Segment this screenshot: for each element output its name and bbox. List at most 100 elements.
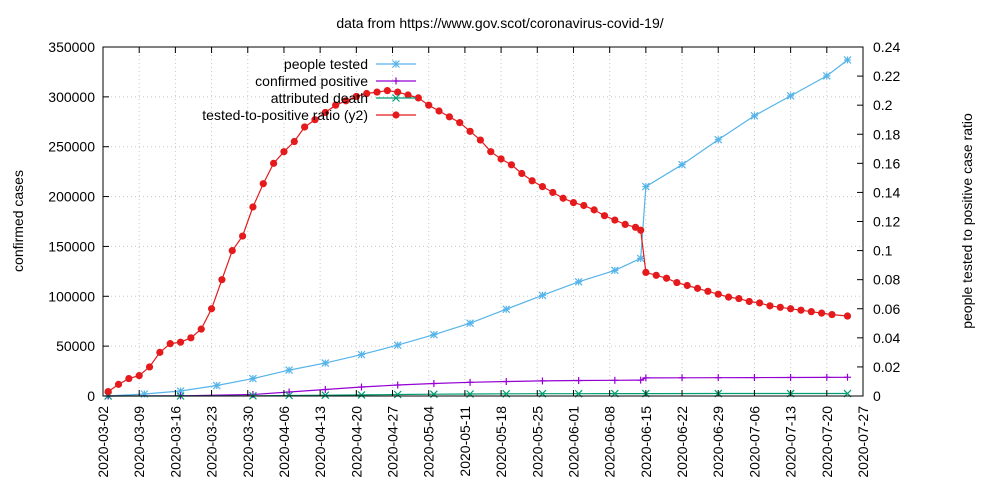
- legend-label: tested-to-positive ratio (y2): [202, 107, 368, 123]
- y-tick-label: 300000: [48, 89, 95, 105]
- data-point: [673, 278, 681, 287]
- data-point: [823, 373, 831, 381]
- data-point: [642, 268, 650, 276]
- data-point: [285, 366, 294, 374]
- data-point: [466, 378, 474, 386]
- x-tick-label: 2020-03-23: [204, 406, 220, 478]
- y2-tick-label: 0.08: [873, 272, 900, 288]
- data-point: [125, 374, 133, 383]
- data-point: [373, 88, 381, 96]
- x-tick-label: 2020-06-22: [674, 406, 690, 478]
- data-point: [745, 297, 753, 306]
- data-point: [807, 308, 815, 316]
- data-point: [678, 160, 686, 169]
- data-point: [818, 309, 826, 317]
- data-point: [166, 340, 174, 348]
- data-point: [135, 372, 143, 380]
- y-tick-label: 350000: [48, 39, 95, 55]
- data-point: [414, 94, 422, 102]
- data-point: [683, 281, 691, 290]
- data-point: [285, 388, 293, 396]
- x-tick-label: 2020-06-15: [638, 406, 654, 478]
- y2-tick-label: 0.14: [873, 184, 900, 200]
- data-point: [822, 71, 831, 80]
- data-point: [238, 232, 247, 240]
- data-point: [404, 91, 412, 99]
- y-tick-label: 0: [87, 388, 95, 404]
- y2-tick-label: 0.16: [873, 155, 900, 171]
- data-point: [704, 287, 712, 295]
- data-point: [394, 381, 402, 389]
- data-point: [600, 212, 609, 220]
- data-point: [776, 303, 784, 311]
- x-tick-label: 2020-07-13: [783, 406, 799, 478]
- data-point: [114, 380, 123, 388]
- data-point: [735, 294, 743, 303]
- data-point: [843, 373, 851, 381]
- data-point: [843, 56, 852, 64]
- y-tick-label: 50000: [56, 338, 95, 354]
- data-point: [357, 350, 366, 359]
- x-tick-label: 2020-03-30: [240, 406, 256, 478]
- legend-label: people tested: [284, 56, 368, 72]
- data-point: [187, 334, 195, 342]
- plot-frame: [102, 46, 864, 397]
- x-tick-label: 2020-04-13: [312, 406, 328, 478]
- data-point: [249, 374, 257, 383]
- data-point: [787, 373, 795, 381]
- data-point: [249, 391, 257, 399]
- data-point: [363, 89, 371, 98]
- data-point: [610, 266, 619, 275]
- data-point: [678, 374, 686, 382]
- y2-tick-label: 0.18: [873, 126, 900, 142]
- data-point: [466, 319, 474, 328]
- data-point: [429, 330, 438, 339]
- data-point: [538, 291, 547, 300]
- data-point: [358, 383, 366, 391]
- data-point: [218, 276, 226, 284]
- data-point: [755, 299, 764, 307]
- x-tick-label: 2020-07-06: [746, 406, 762, 478]
- data-point: [212, 381, 221, 390]
- data-point: [476, 136, 485, 144]
- data-point: [611, 376, 619, 384]
- data-point: [507, 161, 516, 169]
- y2-tick-label: 0.04: [873, 330, 900, 346]
- legend-label: attributed death: [271, 90, 368, 106]
- data-point: [156, 348, 164, 356]
- legend-marker: [392, 111, 400, 119]
- data-point: [228, 246, 236, 255]
- x-tick-label: 2020-03-02: [95, 406, 111, 478]
- data-point: [321, 108, 329, 117]
- x-tick-label: 2020-05-04: [421, 406, 437, 478]
- data-point: [652, 271, 660, 279]
- data-point: [637, 226, 645, 234]
- chart-title: data from https://www.gov.scot/coronavir…: [336, 15, 663, 31]
- data-point: [693, 284, 702, 292]
- data-point: [394, 88, 402, 96]
- data-point: [259, 180, 267, 188]
- x-tick-label: 2020-06-01: [565, 406, 581, 478]
- x-tick-label: 2020-05-25: [529, 406, 545, 478]
- data-point: [145, 363, 154, 371]
- data-point: [487, 148, 495, 156]
- data-point: [445, 113, 453, 121]
- data-point: [383, 87, 391, 95]
- data-point: [321, 386, 329, 394]
- data-point: [750, 111, 759, 120]
- data-point: [590, 206, 598, 214]
- y2-tick-label: 0.12: [873, 214, 900, 230]
- data-point: [280, 148, 288, 156]
- data-point: [311, 116, 319, 124]
- data-point: [611, 216, 619, 224]
- data-point: [549, 188, 557, 197]
- series-3: [104, 87, 852, 396]
- series-1: [104, 373, 851, 400]
- legend-marker: [392, 60, 400, 68]
- axis-ticks: 0 50000 100000 150000 200000 250000 300000 3500…: [48, 39, 900, 478]
- grid: [103, 47, 863, 396]
- x-tick-label: 2020-04-20: [348, 406, 364, 478]
- data-point: [466, 127, 474, 135]
- y2-tick-label: 0.02: [873, 359, 900, 375]
